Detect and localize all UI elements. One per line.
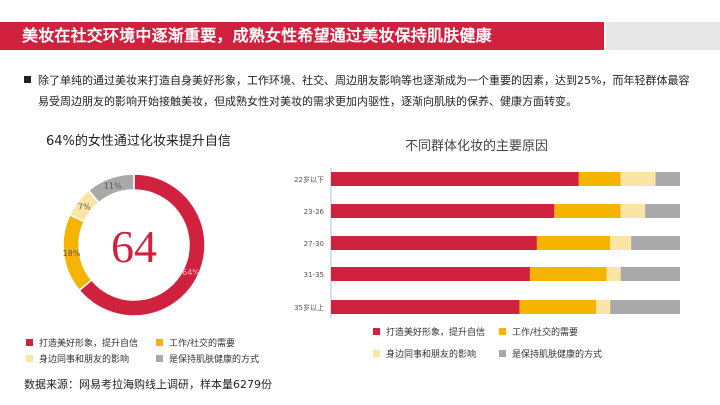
bar-legend-item-2: 工作/社交的需要 <box>499 325 578 338</box>
donut-center-value: 64 <box>111 221 157 272</box>
bar-segment-r2-s2 <box>554 204 621 218</box>
donut-legend: 打造美好形象，提升自信 工作/社交的需要身边同事和朋友的影响 是保持肌肤健康的方式 <box>26 336 316 370</box>
bar-segment-r4-s1 <box>331 267 530 281</box>
bar-segment-r1-s1 <box>331 172 579 186</box>
bar-legend-item-4: 是保持肌肤健康的方式 <box>499 347 602 360</box>
bar-legend-swatch-4 <box>499 350 506 357</box>
bar-category-label-4: 31-35 <box>304 271 324 279</box>
header: 美妆在社交环境中逐渐重要，成熟女性希望通过美妆保持肌肤健康 <box>0 0 720 60</box>
bar-segment-r2-s1 <box>331 204 555 218</box>
bar-legend-swatch-1 <box>373 328 380 335</box>
title-banner-tail <box>606 22 720 50</box>
bar-chart-title: 不同群体化妆的主要原因 <box>405 139 549 154</box>
bar-legend-label-4: 是保持肌肤健康的方式 <box>512 350 603 360</box>
donut-slice-4 <box>87 173 135 204</box>
bar-segment-r1-s3 <box>620 172 656 186</box>
bar-legend-item-1: 打造美好形象，提升自信 <box>373 325 485 338</box>
donut-slice-label-4: 11% <box>104 182 122 191</box>
bar-segment-r1-s4 <box>655 172 680 186</box>
bar-segment-r1-s2 <box>578 172 621 186</box>
bar-segment-r3-s2 <box>536 236 611 250</box>
bar-segment-r5-s4 <box>610 300 680 314</box>
intro-paragraph: 除了单纯的通过美妆来打造自身美好形象，工作环境、社交、周边朋友影响等也逐渐成为一… <box>38 74 690 108</box>
bar-segment-r5-s1 <box>331 300 520 314</box>
bar-segment-r3-s1 <box>331 236 537 250</box>
bar-legend-label-2: 工作/社交的需要 <box>512 328 579 338</box>
bar-category-label-2: 23-26 <box>304 208 325 216</box>
donut-legend-item-1: 打造美好形象，提升自信 <box>26 336 138 349</box>
donut-legend-label-3: 身边同事和朋友的影响 <box>39 355 130 365</box>
bar-legend-label-1: 打造美好形象，提升自信 <box>386 328 486 338</box>
donut-legend-swatch-2 <box>156 339 163 346</box>
donut-slice-1 <box>78 173 206 317</box>
bar-segment-r4-s4 <box>620 267 680 281</box>
donut-legend-item-2: 工作/社交的需要 <box>156 336 235 349</box>
data-source: 数据来源：网易考拉海购线上调研，样本量6279份 <box>24 378 272 391</box>
bar-legend-item-3: 身边同事和朋友的影响 <box>373 347 476 360</box>
bar-segment-r3-s4 <box>631 236 680 250</box>
bar-legend-swatch-3 <box>373 350 380 357</box>
donut-legend-swatch-1 <box>26 339 33 346</box>
bar-segment-r4-s3 <box>606 267 621 281</box>
bar-segment-r2-s3 <box>620 204 646 218</box>
donut-slice-label-2: 18% <box>63 249 81 258</box>
title-banner: 美妆在社交环境中逐渐重要，成熟女性希望通过美妆保持肌肤健康 <box>0 22 604 50</box>
bar-category-label-3: 27-30 <box>304 240 324 248</box>
bar-category-label-1: 22岁以下 <box>294 175 324 184</box>
donut-chart-title: 64%的女性通过化妆来提升自信 <box>46 134 231 149</box>
bar-segment-r4-s2 <box>529 267 607 281</box>
bar-legend-label-3: 身边同事和朋友的影响 <box>386 350 477 360</box>
bar-category-label-5: 35岁以上 <box>294 303 324 312</box>
bar-segment-r5-s3 <box>596 300 611 314</box>
donut-slice-label-1: 64% <box>182 268 200 277</box>
donut-legend-label-2: 工作/社交的需要 <box>169 339 236 349</box>
bar-segment-r3-s3 <box>610 236 632 250</box>
bar-segment-r2-s4 <box>645 204 680 218</box>
page-title: 美妆在社交环境中逐渐重要，成熟女性希望通过美妆保持肌肤健康 <box>22 26 492 45</box>
bar-legend: 打造美好形象，提升自信 工作/社交的需要身边同事和朋友的影响 是保持肌肤健康的方式 <box>373 325 703 360</box>
donut-legend-item-4: 是保持肌肤健康的方式 <box>156 352 259 365</box>
donut-legend-item-3: 身边同事和朋友的影响 <box>26 352 129 365</box>
donut-legend-swatch-3 <box>26 355 33 362</box>
donut-legend-swatch-4 <box>156 355 163 362</box>
donut-legend-label-1: 打造美好形象，提升自信 <box>39 339 139 349</box>
bar-segment-r5-s2 <box>519 300 597 314</box>
bar-legend-swatch-2 <box>499 328 506 335</box>
donut-slice-label-3: 7% <box>78 202 91 211</box>
bullet-marker <box>24 76 31 83</box>
donut-legend-label-4: 是保持肌肤健康的方式 <box>169 355 260 365</box>
